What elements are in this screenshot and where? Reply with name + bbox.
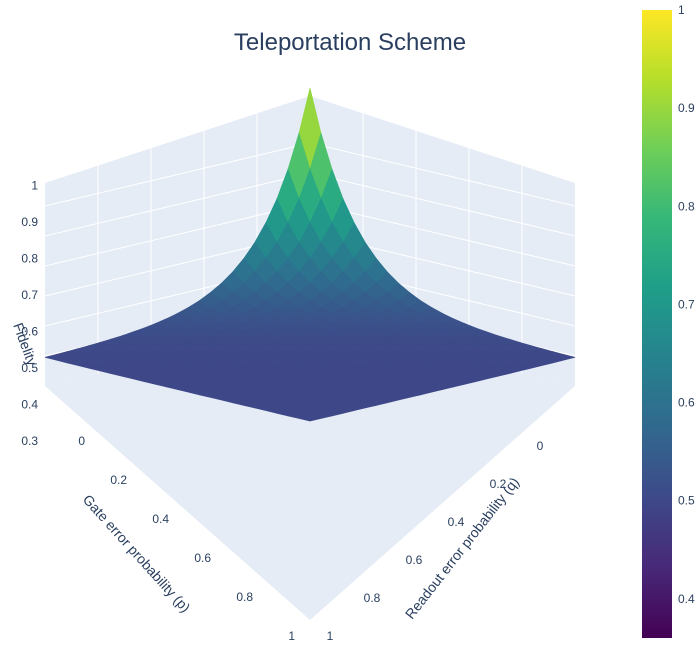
x-tick-label: 0.2 bbox=[110, 473, 127, 487]
y-tick-label: 1 bbox=[327, 629, 334, 643]
surface-cell bbox=[298, 415, 322, 422]
y-tick-label: 0.6 bbox=[406, 553, 423, 567]
y-tick-label: 0 bbox=[537, 439, 544, 453]
x-axis-title: Gate error probability (p) bbox=[80, 491, 194, 615]
chart-title: Teleportation Scheme bbox=[234, 29, 466, 56]
z-tick-label: 0.8 bbox=[21, 252, 38, 266]
grid-line bbox=[44, 142, 311, 207]
grid-line bbox=[44, 202, 311, 267]
x-tick-label: 1 bbox=[288, 629, 295, 643]
x-tick-label: 0.6 bbox=[194, 551, 211, 565]
fidelity-surface bbox=[44, 87, 576, 422]
z-tick-label: 1 bbox=[31, 179, 38, 193]
z-tick-label: 0.5 bbox=[21, 361, 38, 375]
z-tick-label: 0.9 bbox=[21, 215, 38, 229]
x-tick-label: 0.4 bbox=[152, 512, 169, 526]
y-tick-label: 0.8 bbox=[364, 591, 381, 605]
x-axis-ticks: 0 0.2 0.4 0.6 0.8 1 bbox=[78, 434, 295, 643]
colorbar-tick-label: 0.6 bbox=[678, 396, 695, 410]
y-axis-ticks: 0 0.2 0.4 0.6 0.8 1 bbox=[327, 439, 544, 643]
colorbar-tick-label: 1 bbox=[678, 3, 685, 17]
x-tick-label: 0 bbox=[78, 434, 85, 448]
colorbar-tick-label: 0.7 bbox=[678, 297, 695, 311]
colorbar bbox=[642, 10, 672, 638]
colorbar-ticks: 0.4 0.5 0.6 0.7 0.8 0.9 1 bbox=[678, 3, 695, 606]
grid-line bbox=[309, 172, 576, 237]
z-tick-label: 0.7 bbox=[21, 288, 38, 302]
grid-line bbox=[44, 172, 311, 237]
y-tick-label: 0.2 bbox=[490, 477, 507, 491]
colorbar-tick-label: 0.5 bbox=[678, 494, 695, 508]
z-axis-ticks: 0.3 0.4 0.5 0.6 0.7 0.8 0.9 1 bbox=[21, 179, 38, 449]
colorbar-tick-label: 0.9 bbox=[678, 101, 695, 115]
x-tick-label: 0.8 bbox=[236, 590, 253, 604]
z-tick-label: 0.4 bbox=[21, 398, 38, 412]
y-tick-label: 0.4 bbox=[448, 515, 465, 529]
colorbar-tick-label: 0.4 bbox=[678, 592, 695, 606]
floor-pane bbox=[45, 323, 575, 620]
z-tick-label: 0.6 bbox=[21, 325, 38, 339]
grid-line bbox=[309, 202, 576, 267]
grid-line bbox=[309, 142, 576, 207]
z-tick-label: 0.3 bbox=[21, 434, 38, 448]
colorbar-tick-label: 0.8 bbox=[678, 199, 695, 213]
